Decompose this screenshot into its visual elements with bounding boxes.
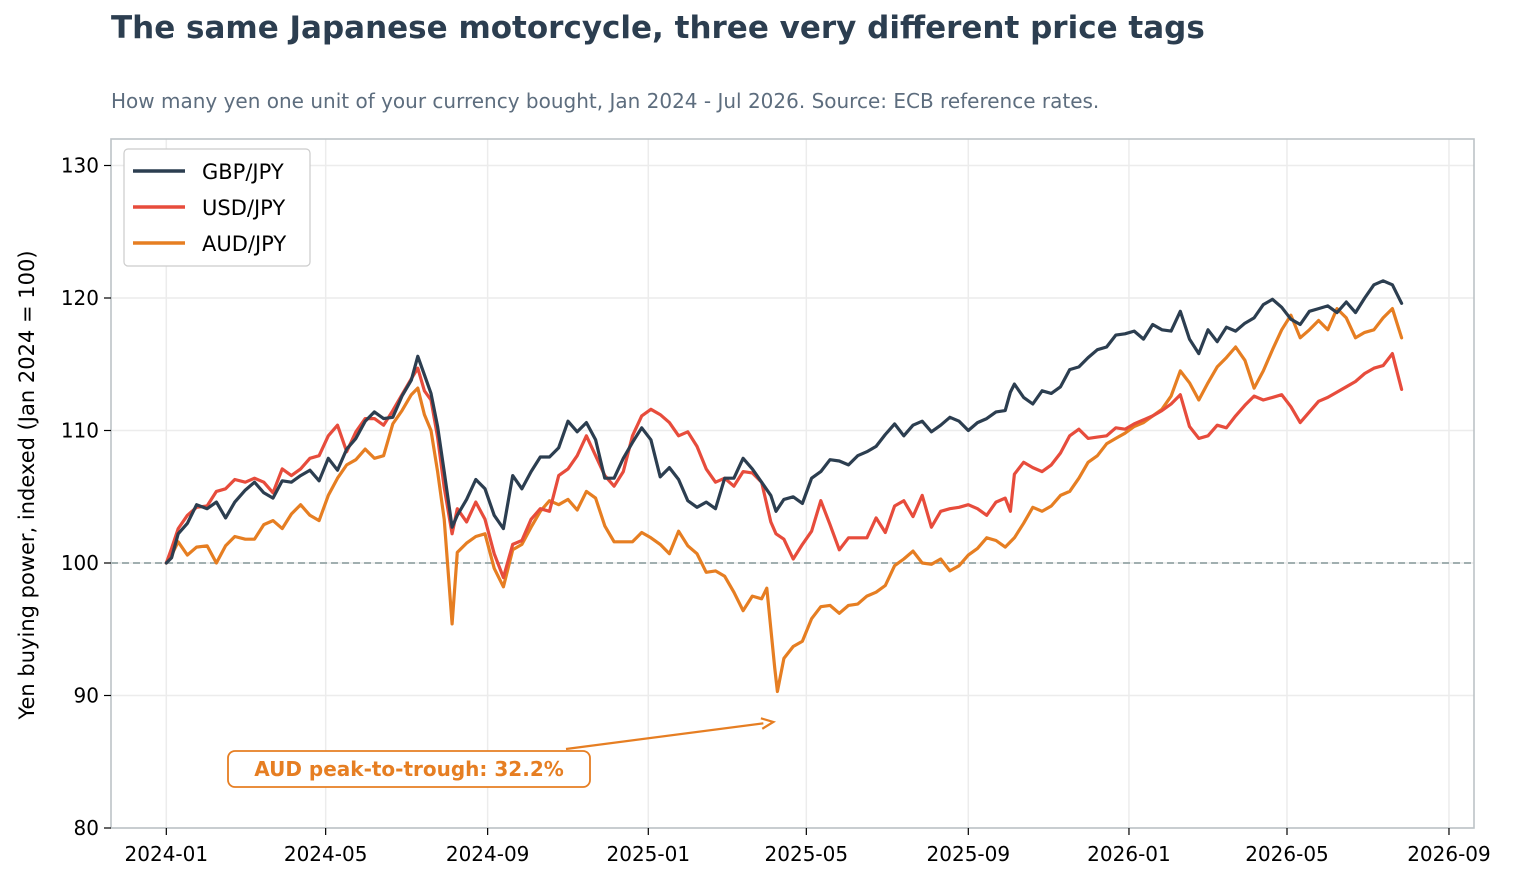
y-tick-label: 110 [61, 419, 99, 443]
grid-lines [111, 139, 1474, 829]
annotation: AUD peak-to-trough: 32.2% [227, 717, 777, 788]
x-tick-label: 2024-09 [446, 842, 530, 866]
legend-label: AUD/JPY [202, 232, 286, 256]
y-tick-label: 100 [61, 551, 99, 575]
legend: GBP/JPY USD/JPY AUD/JPY [123, 148, 311, 267]
legend-box [123, 148, 311, 267]
y-tick-label: 130 [61, 154, 99, 178]
annotation-arrow [565, 722, 764, 751]
x-tick-label: 2026-05 [1245, 842, 1329, 866]
annotation-text: AUD peak-to-trough: 32.2% [254, 757, 564, 781]
x-tick-label: 2024-01 [125, 842, 209, 866]
y-tick-label: 80 [74, 816, 99, 840]
x-tick-label: 2025-05 [765, 842, 849, 866]
series-line-usd-jpy [164, 352, 1404, 580]
x-tick-label: 2025-01 [607, 842, 691, 866]
chart-subtitle: How many yen one unit of your currency b… [111, 89, 1100, 113]
x-tick-label: 2026-01 [1087, 842, 1171, 866]
chart-title: The same Japanese motorcycle, three very… [111, 10, 1205, 46]
series-line-gbp-jpy [164, 279, 1404, 565]
y-tick-label: 90 [74, 684, 99, 708]
series-lines [164, 279, 1404, 694]
plot-frame [110, 138, 1475, 829]
legend-label: USD/JPY [202, 196, 285, 220]
annotation-arrowhead [760, 717, 777, 730]
series-line-aud-jpy [164, 307, 1404, 694]
legend-label: GBP/JPY [202, 160, 284, 184]
axes: 80 90 100 110 120 130 2024-01 2024-05 2024-09 202… [61, 154, 1491, 867]
annotation-box [227, 750, 591, 788]
x-tick-label: 2024-05 [284, 842, 368, 866]
x-tick-label: 2025-09 [927, 842, 1011, 866]
x-tick-label: 2026-09 [1407, 842, 1491, 866]
y-axis-label: Yen buying power, indexed (Jan 2024 = 10… [15, 250, 39, 720]
y-tick-label: 120 [61, 286, 99, 310]
